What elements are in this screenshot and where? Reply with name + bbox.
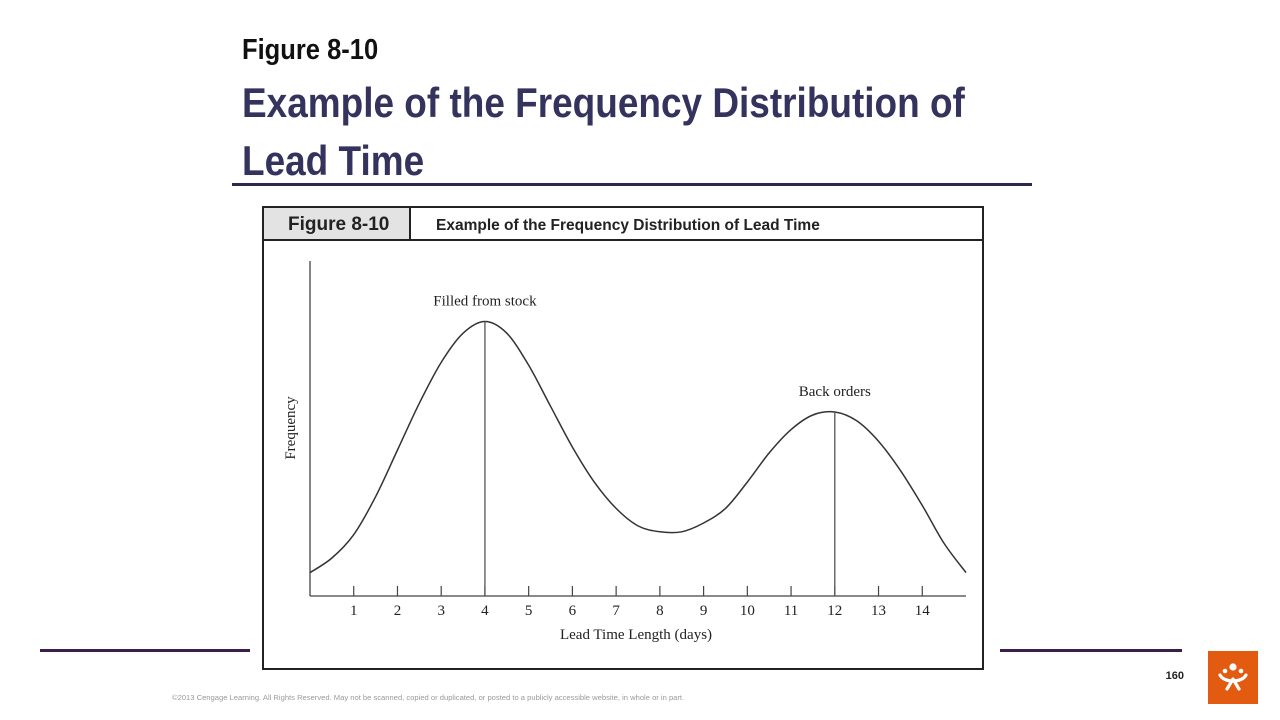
- x-tick-label: 2: [394, 603, 402, 619]
- x-tick-label: 12: [827, 603, 842, 619]
- x-tick-label: 11: [784, 603, 798, 619]
- figure-header-label: Figure 8-10: [288, 214, 389, 235]
- figure-header-label-cell: [264, 208, 410, 240]
- figure-svg: Figure 8-10 Example of the Frequency Dis…: [262, 206, 984, 670]
- footer-rule-left: [40, 649, 250, 652]
- figure-panel: Figure 8-10 Example of the Frequency Dis…: [262, 206, 984, 670]
- frequency-curve: [309, 320, 967, 574]
- annotation-label: Filled from stock: [433, 294, 537, 310]
- publisher-logo: [1208, 651, 1258, 704]
- y-axis-label: Frequency: [283, 396, 299, 460]
- figure-header-title: Example of the Frequency Distribution of…: [436, 217, 820, 234]
- plot-area: 1 2 3 4 5 6 7 8 9 10 11 12 13 14 Filled from stockBac…: [283, 261, 967, 643]
- x-tick-label: 4: [481, 603, 489, 619]
- x-tick-label: 10: [740, 603, 755, 619]
- x-tick-label: 1: [350, 603, 358, 619]
- copyright-notice: ©2013 Cengage Learning. All Rights Reser…: [172, 693, 685, 702]
- slide-figure-label: Figure 8-10: [242, 34, 379, 66]
- footer-rule-right: [1000, 649, 1182, 652]
- title-divider: [232, 183, 1032, 186]
- x-tick-label: 7: [612, 603, 620, 619]
- x-tick-label: 5: [525, 603, 533, 619]
- x-tick-label: 13: [871, 603, 886, 619]
- x-tick-label: 8: [656, 603, 664, 619]
- x-tick-label: 3: [437, 603, 445, 619]
- x-tick-label: 14: [915, 603, 931, 619]
- annotation-label: Back orders: [799, 384, 871, 400]
- figure-frame: [262, 206, 984, 670]
- x-ticks: 1 2 3 4 5 6 7 8 9 10 11 12 13 14: [350, 586, 930, 619]
- x-tick-label: 6: [569, 603, 577, 619]
- x-tick-label: 9: [700, 603, 708, 619]
- slide-title: Example of the Frequency Distribution of…: [242, 79, 965, 184]
- page-number: 160: [1165, 670, 1184, 682]
- publisher-logo-icon: [1218, 663, 1248, 691]
- slide-heading: Figure 8-10 Example of the Frequency Dis…: [242, 30, 1032, 190]
- x-axis-label: Lead Time Length (days): [560, 627, 712, 643]
- chart-marks: Filled from stock Back orders: [309, 294, 967, 596]
